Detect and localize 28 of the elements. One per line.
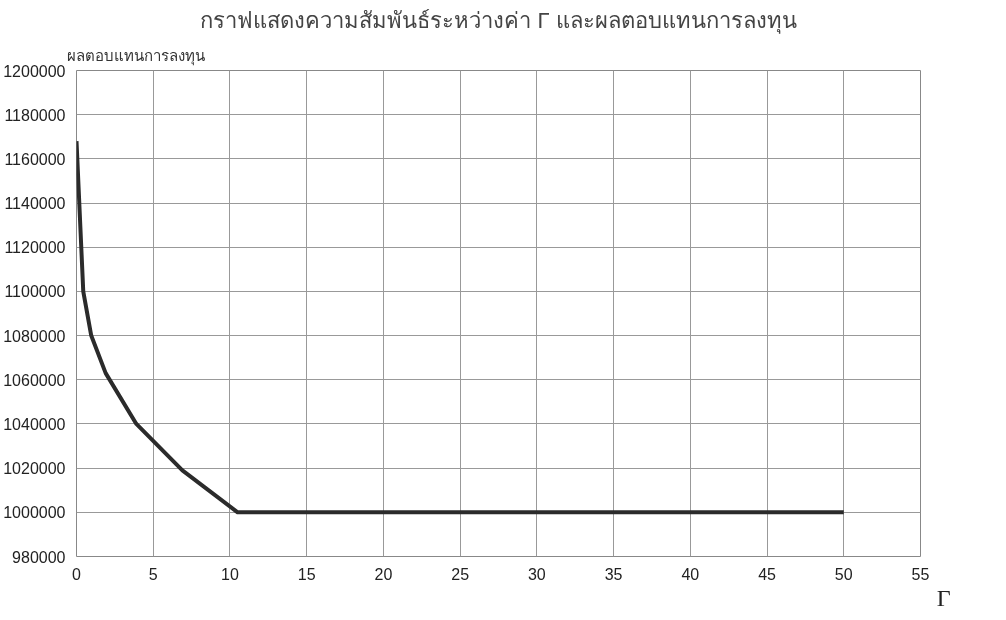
x-tick-label: 15	[297, 565, 316, 583]
x-tick-label: 25	[451, 565, 470, 583]
chart-title: กราฟแสดงความสัมพันธ์ระหว่างค่า Γ และผลตอบแทนการลงทุน	[200, 7, 797, 34]
x-tick-label: 55	[911, 565, 930, 583]
x-tick-label: 5	[148, 565, 158, 583]
x-tick-label: 50	[834, 565, 853, 583]
y-tick-label: 1020000	[3, 460, 66, 478]
y-tick-label: 980000	[12, 548, 66, 566]
x-tick-label: 40	[681, 565, 700, 583]
x-tick-label: 0	[72, 565, 82, 583]
y-tick-label: 1160000	[4, 150, 66, 168]
y-tick-label: 1140000	[4, 195, 66, 213]
x-tick-label: 35	[604, 565, 623, 583]
x-axis-title: Γ	[936, 584, 951, 611]
x-tick-label: 45	[758, 565, 777, 583]
x-tick-label: 30	[527, 565, 546, 583]
y-tick-label: 1100000	[4, 283, 66, 301]
y-axis-title: ผลตอบแทนการลงทุน	[66, 46, 205, 66]
line-series	[76, 139, 846, 515]
y-tick-label: 1200000	[3, 62, 66, 80]
y-tick-label: 1080000	[3, 327, 66, 345]
y-tick-label: 1120000	[4, 239, 66, 257]
y-tick-label: 1180000	[4, 106, 66, 124]
x-tick-label: 20	[374, 565, 393, 583]
y-tick-label: 1040000	[3, 415, 66, 433]
x-tick-label: 10	[221, 565, 239, 583]
y-tick-label: 1060000	[3, 371, 66, 389]
y-tick-label: 1000000	[3, 504, 66, 522]
